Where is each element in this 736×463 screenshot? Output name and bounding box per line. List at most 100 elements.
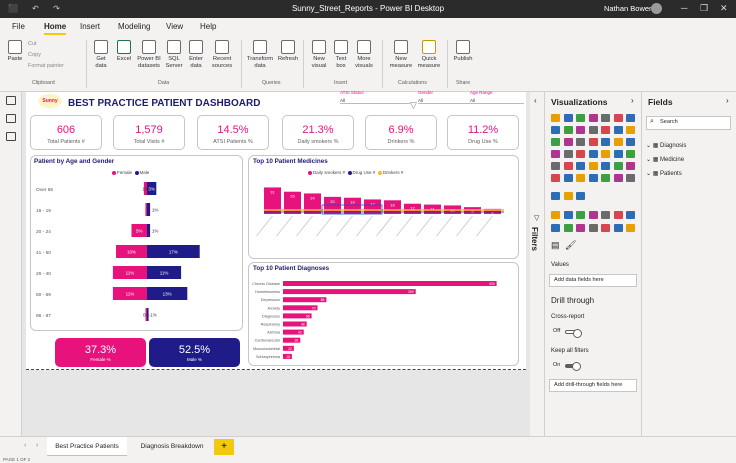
visual-type-icon[interactable] [551, 150, 560, 158]
visual-type-icon[interactable] [551, 192, 560, 200]
pbi-datasets-button[interactable]: Power BI datasets [136, 40, 162, 69]
visual-type-icon[interactable] [576, 211, 585, 219]
visual-type-icon[interactable] [626, 211, 635, 219]
minimize-button[interactable]: ─ [681, 3, 688, 13]
menu-help[interactable]: Help [200, 22, 217, 31]
filters-label[interactable]: Filters [530, 227, 539, 252]
visual-type-icon[interactable] [588, 224, 598, 232]
fields-tab-icon[interactable]: ▤ [551, 240, 560, 250]
chevron-right-icon[interactable]: › [631, 96, 634, 105]
visual-type-icon[interactable] [588, 114, 598, 122]
tab-scroll-right-icon[interactable]: › [36, 442, 39, 449]
visual-type-icon[interactable] [563, 162, 573, 170]
chevron-left-icon[interactable]: ‹ [534, 96, 537, 105]
user-name[interactable]: Nathan Bowen [604, 4, 654, 13]
visual-type-icon[interactable] [613, 126, 623, 134]
visual-type-icon[interactable] [601, 126, 610, 134]
visual-type-icon[interactable] [626, 138, 635, 146]
visual-type-icon[interactable] [588, 138, 598, 146]
cross-report-toggle[interactable] [565, 329, 582, 338]
visual-type-icon[interactable] [613, 150, 623, 158]
visual-type-icon[interactable] [588, 162, 598, 170]
transform-data-button[interactable]: Transform data [246, 40, 274, 69]
slicer-atsi-status[interactable]: ATSI Status All [340, 90, 410, 104]
visual-type-icon[interactable] [588, 211, 598, 219]
field-table-patients[interactable]: ⌄ ▦ Patients [646, 171, 682, 177]
cut-button[interactable]: Cut [28, 41, 37, 47]
visual-type-icon[interactable] [601, 114, 610, 122]
recent-sources-button[interactable]: Recent sources [208, 40, 236, 69]
visual-type-icon[interactable] [601, 224, 610, 232]
visual-type-icon[interactable] [626, 150, 635, 158]
filter-icon[interactable]: ▽ [410, 100, 417, 110]
visual-type-icon[interactable] [613, 162, 623, 170]
close-button[interactable]: ✕ [720, 3, 728, 13]
visual-type-icon[interactable] [551, 211, 560, 219]
visual-type-icon[interactable] [601, 174, 610, 182]
menu-view[interactable]: View [166, 22, 184, 31]
values-drop-zone[interactable]: Add data fields here [549, 274, 637, 287]
visual-type-icon[interactable] [576, 138, 585, 146]
publish-button[interactable]: Publish [452, 40, 474, 63]
tab-best-practice-patients[interactable]: Best Practice Patients [47, 437, 127, 457]
quick-access-icons[interactable]: ⬛ ↶ ↷ [8, 4, 66, 13]
tab-scroll-left-icon[interactable]: ‹ [24, 442, 27, 449]
quick-measure-button[interactable]: Quick measure [416, 40, 442, 69]
add-page-button[interactable]: + [214, 439, 234, 455]
copy-button[interactable]: Copy [28, 52, 41, 58]
menu-file[interactable]: File [12, 22, 25, 31]
visual-type-icon[interactable] [576, 192, 585, 200]
avatar[interactable] [651, 3, 662, 14]
visual-type-icon[interactable] [563, 126, 573, 134]
visual-type-icon[interactable] [563, 211, 573, 219]
visual-type-icon[interactable] [576, 150, 585, 158]
data-view-icon[interactable] [6, 114, 16, 123]
visual-type-icon[interactable] [563, 174, 573, 182]
field-table-diagnosis[interactable]: ⌄ ▦ Diagnosis [646, 143, 687, 149]
format-tab-icon[interactable]: 🖌 [565, 240, 577, 250]
visual-type-icon[interactable] [563, 224, 573, 232]
visual-type-icon[interactable] [576, 224, 585, 232]
fields-search-input[interactable]: ⌕ Search [646, 116, 731, 130]
tab-diagnosis-breakdown[interactable]: Diagnosis Breakdown [140, 443, 204, 450]
menu-modeling[interactable]: Modeling [118, 22, 151, 31]
field-table-medicine[interactable]: ⌄ ▦ Medicine [646, 157, 685, 163]
paste-button[interactable]: Paste [6, 40, 24, 63]
maximize-button[interactable]: ❐ [700, 3, 709, 13]
sql-server-button[interactable]: SQL Server [164, 40, 184, 69]
text-box-button[interactable]: Text box [332, 40, 350, 69]
visual-type-icon[interactable] [551, 114, 560, 122]
visual-type-icon[interactable] [576, 114, 585, 122]
report-view-icon[interactable] [6, 96, 16, 105]
visual-type-icon[interactable] [563, 150, 573, 158]
visual-type-icon[interactable] [613, 174, 623, 182]
menu-home[interactable]: Home [44, 22, 67, 35]
pyramid-card[interactable] [30, 155, 243, 331]
chevron-right-icon[interactable]: › [726, 96, 729, 105]
visual-type-icon[interactable] [601, 138, 610, 146]
visual-type-icon[interactable] [601, 162, 610, 170]
visual-type-icon[interactable] [588, 126, 598, 134]
excel-button[interactable]: Excel [114, 40, 134, 63]
visual-type-icon[interactable] [613, 211, 623, 219]
get-data-button[interactable]: Get data [90, 40, 112, 69]
visual-type-icon[interactable] [551, 138, 560, 146]
new-visual-button[interactable]: New visual [308, 40, 330, 69]
visual-type-icon[interactable] [626, 126, 635, 134]
drill-through-drop-zone[interactable]: Add drill-through fields here [549, 379, 637, 392]
visual-type-icon[interactable] [601, 150, 610, 158]
visual-type-icon[interactable] [551, 174, 560, 182]
slicer-gender[interactable]: Gender All [418, 90, 478, 104]
visual-type-icon[interactable] [563, 138, 573, 146]
new-measure-button[interactable]: New measure [388, 40, 414, 69]
visual-type-icon[interactable] [613, 138, 623, 146]
visual-type-icon[interactable] [551, 224, 560, 232]
more-visuals-button[interactable]: More visuals [352, 40, 376, 69]
filters-pane-collapsed[interactable]: ‹ ▽ Filters [530, 92, 545, 436]
visual-type-icon[interactable] [563, 192, 573, 200]
menu-insert[interactable]: Insert [80, 22, 101, 31]
visual-type-icon[interactable] [588, 174, 598, 182]
format-painter-button[interactable]: Format painter [28, 63, 64, 69]
visual-type-icon[interactable] [576, 162, 585, 170]
visual-type-icon[interactable] [626, 174, 635, 182]
